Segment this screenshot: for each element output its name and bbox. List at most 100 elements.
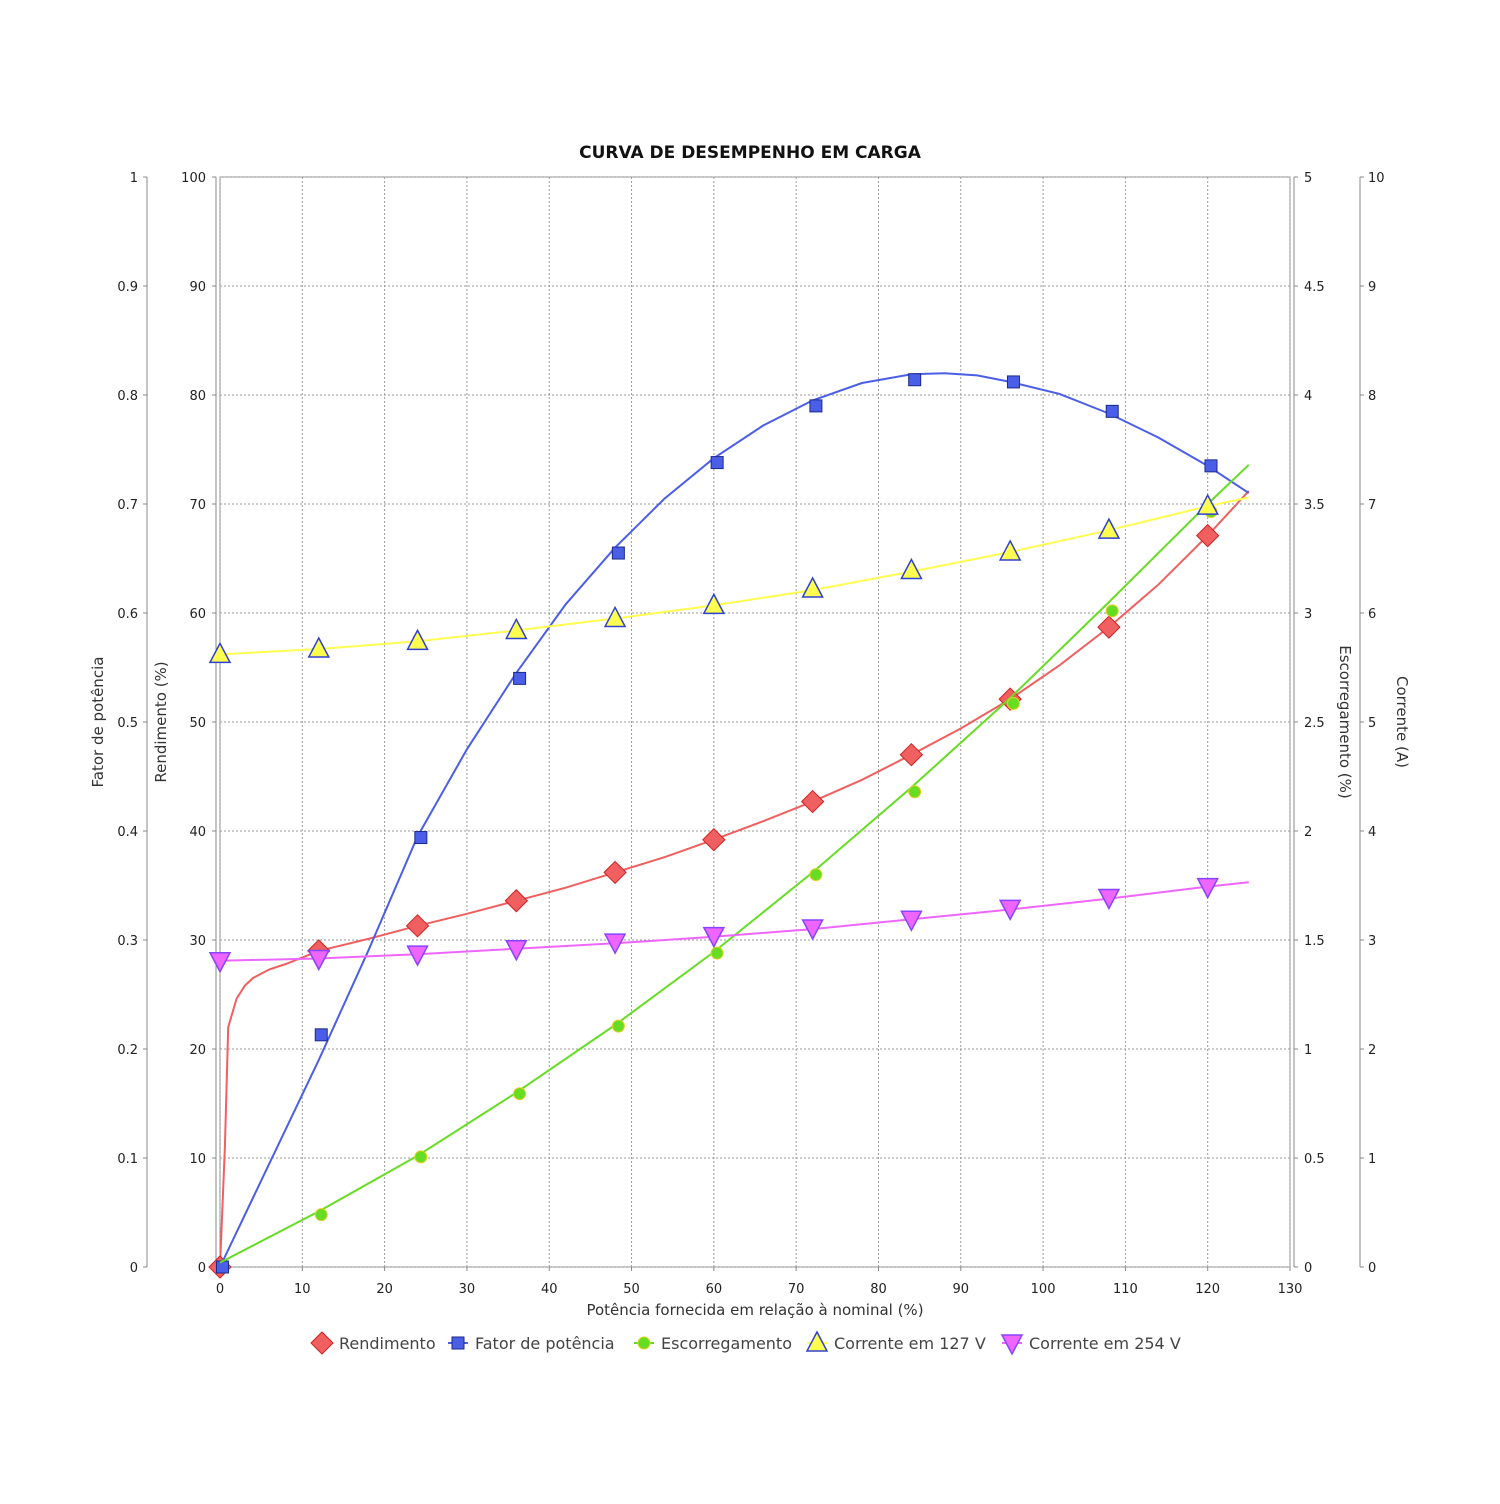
legend-item-corrente-em-254-v: Corrente em 254 V xyxy=(1000,1334,1181,1356)
x-tick-label: 50 xyxy=(623,1282,640,1297)
data-point-corrente-em-254-v xyxy=(603,933,627,955)
y-tick-label-cur: 5 xyxy=(1368,716,1376,731)
y-tick-label-eff: 40 xyxy=(189,825,206,840)
y-axis-title-pf: Fator de potência xyxy=(89,657,107,788)
data-point-corrente-em-127-v xyxy=(406,628,429,651)
data-point-escorregamento xyxy=(611,1019,625,1033)
y-tick-label-slip: 0 xyxy=(1304,1261,1312,1276)
y-tick-label-eff: 90 xyxy=(189,280,206,295)
x-tick-label: 80 xyxy=(870,1282,887,1297)
series-line-fator-de-potencia xyxy=(219,372,1250,1268)
data-point-fator-de-potencia xyxy=(908,373,922,387)
plot-grid xyxy=(219,176,1291,1268)
y-tick-label-slip: 2 xyxy=(1304,825,1312,840)
series-line-rendimento xyxy=(219,490,1250,1268)
data-point-corrente-em-127-v xyxy=(801,576,824,598)
data-point-escorregamento xyxy=(809,868,823,882)
y-tick-label-cur: 0 xyxy=(1368,1261,1376,1276)
x-tick-label: 70 xyxy=(788,1282,805,1297)
data-point-corrente-em-127-v xyxy=(208,641,232,664)
y-tick-label-pf: 0.9 xyxy=(117,280,138,295)
y-tick-label-cur: 7 xyxy=(1368,498,1376,513)
series-rendimento xyxy=(208,490,1250,1279)
legend-marker-rendimento xyxy=(310,1331,334,1355)
y-tick-label-eff: 0 xyxy=(198,1261,206,1276)
series-fator-de-potencia xyxy=(215,372,1250,1274)
data-point-corrente-em-127-v xyxy=(1196,493,1219,515)
data-point-rendimento xyxy=(800,789,825,814)
data-point-fator-de-potencia xyxy=(414,831,428,845)
series-group xyxy=(208,372,1250,1279)
x-axis-title: Potência fornecida em relação à nominal … xyxy=(586,1301,923,1319)
y-tick-label-pf: 0.3 xyxy=(117,934,138,949)
chart-title: CURVA DE DESEMPENHO EM CARGA xyxy=(579,143,922,163)
data-point-corrente-em-127-v xyxy=(1097,517,1121,539)
data-point-fator-de-potencia xyxy=(611,546,625,560)
data-point-fator-de-potencia xyxy=(215,1260,229,1274)
y-tick-label-slip: 3.5 xyxy=(1304,498,1325,513)
data-point-rendimento xyxy=(1195,523,1220,548)
y-tick-label-pf: 1 xyxy=(130,171,138,186)
legend-item-corrente-em-127-v: Corrente em 127 V xyxy=(805,1330,986,1353)
y-tick-label-cur: 4 xyxy=(1368,825,1376,840)
data-point-fator-de-potencia xyxy=(1105,404,1119,418)
y-tick-label-pf: 0 xyxy=(130,1261,138,1276)
data-point-escorregamento xyxy=(513,1087,527,1101)
data-point-corrente-em-254-v xyxy=(900,910,923,932)
y-tick-label-eff: 10 xyxy=(189,1152,206,1167)
data-point-fator-de-potencia xyxy=(1204,459,1218,473)
legend: Rendimento Fator de potência Escorregament… xyxy=(310,1330,1181,1356)
y-tick-label-cur: 6 xyxy=(1368,607,1376,622)
y-tick-label-cur: 2 xyxy=(1368,1043,1376,1058)
x-tick-label: 0 xyxy=(216,1282,224,1297)
plot-area xyxy=(219,176,1291,1268)
data-point-fator-de-potencia xyxy=(314,1028,328,1042)
y-tick-label-pf: 0.6 xyxy=(117,607,138,622)
legend-label-corrente-em-254-v: Corrente em 254 V xyxy=(1029,1334,1181,1353)
y-tick-label-eff: 20 xyxy=(189,1043,206,1058)
y-tick-label-eff: 50 xyxy=(189,716,206,731)
x-tick-label: 110 xyxy=(1113,1282,1138,1297)
data-point-fator-de-potencia xyxy=(513,671,527,685)
y-tick-label-slip: 3 xyxy=(1304,607,1312,622)
y-tick-label-eff: 80 xyxy=(189,389,206,404)
y-tick-label-eff: 70 xyxy=(189,498,206,513)
legend-marker-corrente-em-127-v xyxy=(805,1330,829,1352)
data-point-corrente-em-254-v xyxy=(998,899,1022,922)
y-tick-label-slip: 1 xyxy=(1304,1043,1312,1058)
y-tick-label-slip: 4 xyxy=(1304,389,1312,404)
legend-marker-fator-de-potencia xyxy=(451,1336,465,1350)
legend-label-fator-de-potencia: Fator de potência xyxy=(475,1334,615,1353)
series-corrente-em-127-v xyxy=(208,493,1250,664)
data-point-escorregamento xyxy=(1105,604,1119,618)
series-line-corrente-em-254-v xyxy=(219,881,1249,962)
y-tick-label-pf: 0.5 xyxy=(117,716,138,731)
x-tick-label: 10 xyxy=(294,1282,311,1297)
data-point-corrente-em-254-v xyxy=(406,945,429,967)
data-point-escorregamento xyxy=(414,1150,428,1164)
y-tick-label-slip: 0.5 xyxy=(1304,1152,1325,1167)
y-tick-label-slip: 4.5 xyxy=(1304,280,1325,295)
x-tick-label: 20 xyxy=(376,1282,393,1297)
data-point-corrente-em-127-v xyxy=(900,557,923,580)
y-tick-label-cur: 8 xyxy=(1368,389,1376,404)
y-axis-title-slip: Escorregamento (%) xyxy=(1336,645,1354,799)
data-point-rendimento xyxy=(899,742,924,767)
x-tick-label: 40 xyxy=(541,1282,558,1297)
data-point-escorregamento xyxy=(908,785,922,799)
legend-item-fator-de-potencia: Fator de potência xyxy=(448,1334,615,1353)
data-point-corrente-em-127-v xyxy=(702,592,726,615)
data-point-corrente-em-254-v xyxy=(1097,888,1121,911)
data-point-corrente-em-254-v xyxy=(1196,877,1219,900)
data-point-corrente-em-254-v xyxy=(801,919,824,941)
data-point-escorregamento xyxy=(314,1208,328,1222)
y-tick-label-slip: 1.5 xyxy=(1304,934,1325,949)
y-tick-label-cur: 9 xyxy=(1368,280,1376,295)
data-point-fator-de-potencia xyxy=(809,399,823,413)
legend-label-escorregamento: Escorregamento xyxy=(661,1334,792,1353)
y-tick-label-pf: 0.2 xyxy=(117,1043,138,1058)
x-tick-label: 120 xyxy=(1195,1282,1220,1297)
data-point-rendimento xyxy=(702,828,726,852)
